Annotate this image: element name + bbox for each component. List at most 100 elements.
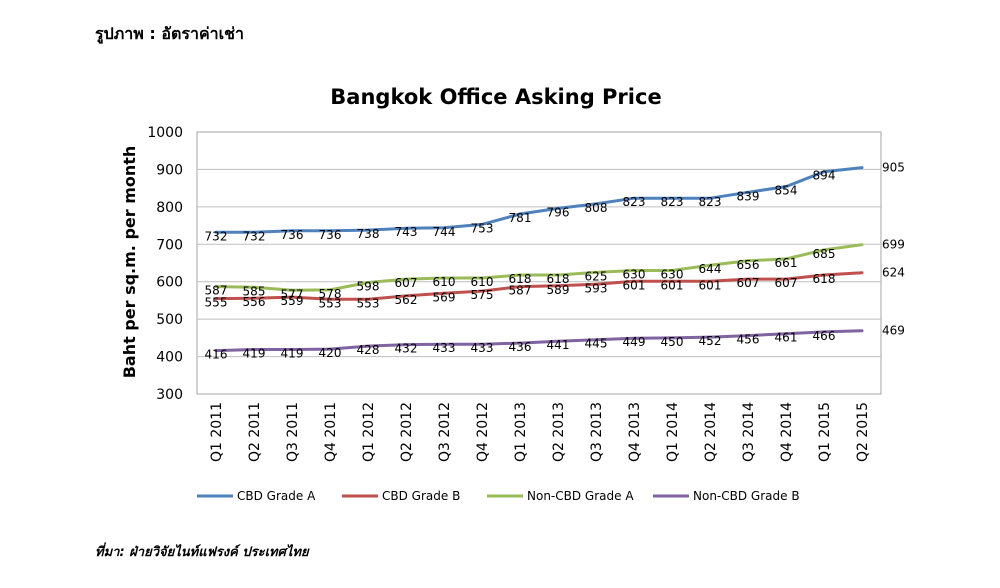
data-label: 736 <box>319 228 342 242</box>
y-axis-label: Baht per sq.m. per month <box>120 146 139 379</box>
data-label: 839 <box>737 189 760 203</box>
data-label: 433 <box>471 341 494 355</box>
data-label: 618 <box>547 272 570 286</box>
data-label: 553 <box>319 296 342 310</box>
data-label: 656 <box>737 258 760 272</box>
legend-label: CBD Grade B <box>382 489 460 503</box>
data-label: 445 <box>585 337 608 351</box>
data-label: 420 <box>319 346 342 360</box>
data-label: 461 <box>775 331 798 345</box>
data-label: 559 <box>281 294 304 308</box>
data-label: 618 <box>813 272 836 286</box>
y-tick-label: 700 <box>156 237 183 253</box>
data-label: 555 <box>205 296 228 310</box>
data-label: 562 <box>395 293 418 307</box>
data-label: 589 <box>547 283 570 297</box>
x-tick-label: Q3 2014 <box>741 402 757 462</box>
y-tick-label: 300 <box>156 387 183 403</box>
x-tick-label: Q2 2012 <box>399 402 415 462</box>
x-tick-label: Q2 2011 <box>247 402 263 462</box>
data-label: 743 <box>395 225 418 239</box>
x-tick-label: Q1 2013 <box>513 402 529 462</box>
data-label: 569 <box>433 290 456 304</box>
x-tick-label: Q1 2011 <box>209 402 225 462</box>
data-label: 738 <box>357 227 380 241</box>
x-tick-label: Q2 2013 <box>551 402 567 462</box>
series-line-cbd-grade-a <box>214 166 864 234</box>
data-label: 618 <box>509 272 532 286</box>
data-label: 419 <box>243 346 266 360</box>
legend: CBD Grade A CBD Grade B Non-CBD Grade A Non… <box>197 489 800 503</box>
x-tick-label: Q1 2015 <box>817 402 833 462</box>
data-label: 598 <box>357 279 380 293</box>
data-label: 419 <box>281 346 304 360</box>
data-label: 905 <box>882 161 905 175</box>
plot-area <box>196 131 882 395</box>
data-label: 808 <box>585 201 608 215</box>
data-label: 553 <box>357 296 380 310</box>
data-label: 630 <box>661 267 684 281</box>
legend-label: Non-CBD Grade B <box>693 489 800 503</box>
source-note: ที่มา: ฝ่ายวิจัยไนท์แฟรงค์ ประเทศไทย <box>95 545 309 560</box>
data-label: 601 <box>661 278 684 292</box>
data-label: 578 <box>319 287 342 301</box>
data-label: 823 <box>699 195 722 209</box>
x-tick-label: Q4 2011 <box>323 402 339 462</box>
data-label: 449 <box>623 335 646 349</box>
data-label: 433 <box>433 341 456 355</box>
data-label: 736 <box>281 228 304 242</box>
data-label: 894 <box>813 169 836 183</box>
data-label: 452 <box>699 334 722 348</box>
x-tick-label: Q4 2012 <box>475 402 491 462</box>
data-label: 630 <box>623 267 646 281</box>
data-label: 607 <box>395 276 418 290</box>
series-line-non-cbd-grade-b <box>214 329 864 353</box>
data-label: 699 <box>882 238 905 252</box>
x-tick-label: Q2 2014 <box>703 402 719 462</box>
y-tick-label: 500 <box>156 312 183 328</box>
data-label: 587 <box>509 284 532 298</box>
data-label: 685 <box>813 247 836 261</box>
data-label: 587 <box>205 284 228 298</box>
data-label: 661 <box>775 256 798 270</box>
data-label: 610 <box>433 275 456 289</box>
data-label: 436 <box>509 340 532 354</box>
y-tick-label: 900 <box>156 162 183 178</box>
y-tick-label: 600 <box>156 275 183 291</box>
x-tick-label: Q2 2015 <box>855 402 871 462</box>
chart-title: Bangkok Office Asking Price <box>330 85 661 109</box>
x-tick-label: Q3 2012 <box>437 402 453 462</box>
data-label: 456 <box>737 333 760 347</box>
x-tick-label: Q1 2014 <box>665 402 681 462</box>
data-label: 416 <box>205 348 228 362</box>
data-label: 585 <box>243 284 266 298</box>
data-label: 428 <box>357 343 380 357</box>
data-label: 732 <box>205 229 228 243</box>
data-label: 466 <box>813 329 836 343</box>
data-label: 593 <box>585 281 608 295</box>
x-tick-label: Q1 2012 <box>361 402 377 462</box>
data-label: 625 <box>585 269 608 283</box>
data-label: 601 <box>623 278 646 292</box>
data-label: 607 <box>737 276 760 290</box>
legend-label: Non-CBD Grade A <box>527 489 634 503</box>
legend-label: CBD Grade A <box>237 489 316 503</box>
data-label: 577 <box>281 287 304 301</box>
data-label: 644 <box>699 262 722 276</box>
data-label: 753 <box>471 221 494 235</box>
x-tick-label: Q4 2013 <box>627 402 643 462</box>
data-label: 469 <box>882 324 905 338</box>
data-label: 556 <box>243 295 266 309</box>
series-line-cbd-grade-b <box>214 271 864 301</box>
series-line-non-cbd-grade-a <box>214 243 864 292</box>
data-label: 610 <box>471 275 494 289</box>
data-label: 796 <box>547 205 570 219</box>
data-label: 575 <box>471 288 494 302</box>
data-label: 823 <box>623 195 646 209</box>
figure-caption: รูปภาพ : อัตราค่าเช่า <box>95 24 244 43</box>
x-tick-label: Q3 2013 <box>589 402 605 462</box>
y-tick-label: 1000 <box>147 125 183 141</box>
data-label: 732 <box>243 229 266 243</box>
x-tick-label: Q4 2014 <box>779 402 795 462</box>
